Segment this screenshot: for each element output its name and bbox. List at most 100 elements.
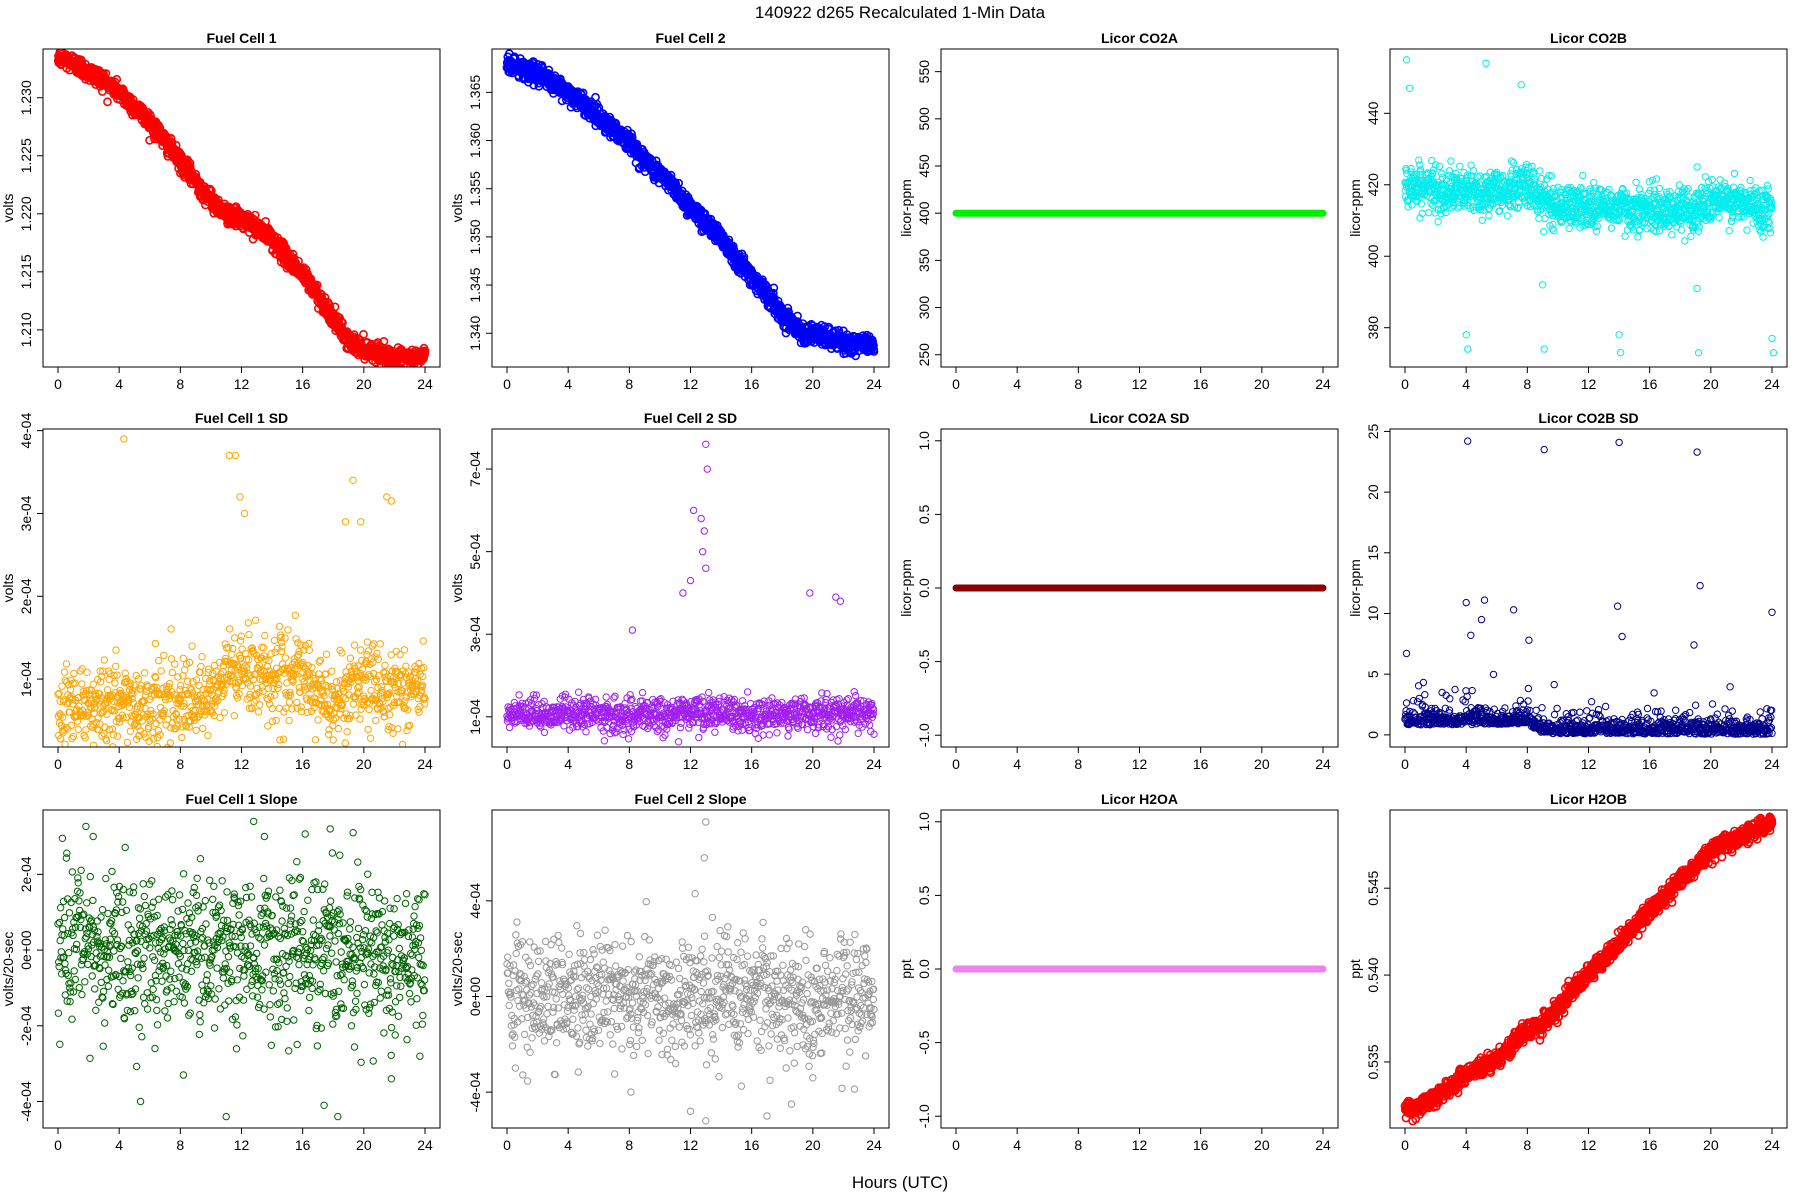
y-tick-label: 400 [916,201,932,225]
data-point [1616,349,1625,357]
data-point [237,632,246,640]
data-point [1514,203,1523,211]
y-tick-label: 500 [916,107,932,131]
data-point [237,654,245,663]
data-point [869,341,878,350]
data-point [179,702,188,711]
data-point [1768,203,1776,212]
data-point [178,733,186,742]
data-point [1571,206,1580,214]
y-tick-label: 550 [916,60,932,84]
data-point [1680,185,1689,193]
data-point [184,677,192,685]
data-point [186,685,195,693]
data-point [1501,178,1509,186]
data-point [1548,225,1556,233]
data-point [199,724,207,733]
y-tick-label: 450 [916,154,932,178]
data-point [160,651,168,659]
data-point [76,749,82,755]
data-point [1637,190,1645,199]
panel-title: Fuel Cell 1 [206,30,276,46]
data-point [58,722,66,730]
data-point [1687,232,1695,241]
data-point [1615,331,1623,339]
data-point [191,716,199,724]
data-point [103,710,111,718]
data-point [1431,161,1440,169]
data-point [1746,176,1754,185]
y-tick-label: 300 [916,296,932,320]
data-point [206,677,214,685]
data-point [244,619,253,627]
data-point [206,686,214,695]
data-point [1666,188,1674,196]
data-point [1402,166,1411,174]
data-point [224,643,232,652]
data-point [128,686,137,694]
data-point [145,737,153,745]
data-point [216,713,224,722]
y-tick-label: 1.355 [467,171,483,206]
data-point [1506,202,1515,210]
panel-title: Fuel Cell 1 SD [195,410,288,426]
y-tick-label: 1.350 [467,219,483,254]
data-point [168,668,177,677]
data-point [229,644,237,653]
data-point [154,726,163,735]
data-point [188,686,196,694]
data-point [134,675,143,683]
data-point [61,740,69,747]
data-point [1728,217,1736,225]
data-point [105,725,114,734]
data-point [1764,185,1772,193]
data-point [81,734,89,742]
y-axis-label: volts [0,574,16,603]
data-point [159,748,165,754]
data-point [1592,184,1600,192]
data-point [214,696,222,705]
data-point [245,630,253,639]
plot-frame [940,48,1339,368]
data-point [1478,216,1487,225]
data-point [130,681,138,689]
data-point [1438,169,1446,178]
data-point [149,735,158,743]
panel-title: Fuel Cell 2 [655,30,725,46]
y-tick-label: 350 [916,248,932,272]
data-point [1743,226,1751,234]
data-point [146,710,155,718]
data-point [211,702,219,710]
data-point [64,698,73,706]
data-point [58,682,66,690]
data-point [235,690,243,698]
data-point [225,625,234,633]
data-point [1577,183,1585,192]
data-point [1404,203,1412,211]
data-point [1685,193,1693,201]
data-point [1683,197,1691,205]
data-point [420,346,430,356]
x-tick-label: 8 [1523,376,1531,392]
data-point [152,673,160,682]
data-point [1681,204,1689,212]
data-point [192,726,200,734]
data-point [248,644,257,652]
data-point [166,739,175,747]
data-point [110,671,118,680]
data-point [1548,192,1556,200]
data-point [769,283,779,293]
data-point [197,662,205,671]
data-point [151,672,159,681]
data-point [1442,208,1450,217]
data-point [167,625,175,633]
data-point [1408,201,1416,209]
data-point [1740,213,1748,221]
data-point [160,707,168,715]
data-point [1763,212,1771,220]
data-point [242,655,251,664]
data-point [773,296,783,306]
data-point [95,726,103,734]
data-point [123,738,132,747]
